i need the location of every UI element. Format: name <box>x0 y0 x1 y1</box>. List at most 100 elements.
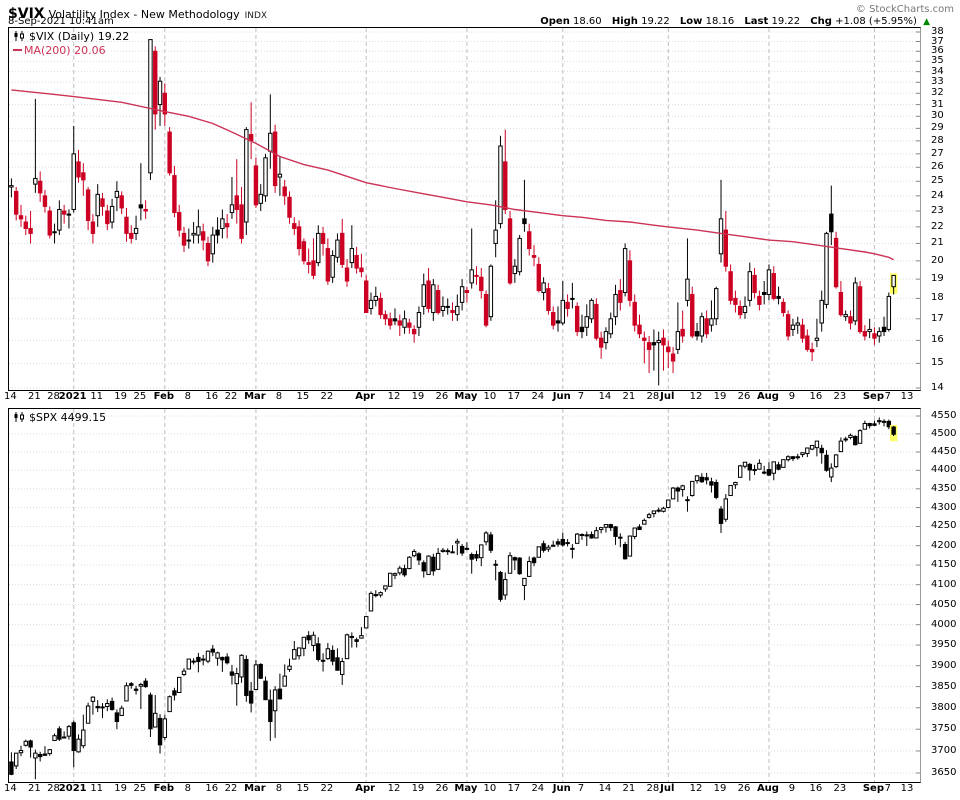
x-tick-label: 16 <box>205 783 219 794</box>
x-tick-label: 12 <box>689 783 703 794</box>
x-tick-label: 7 <box>577 391 585 402</box>
spx-legend-label: $SPX 4499.15 <box>29 411 107 424</box>
y-tick-label: 3700 <box>931 744 957 756</box>
y-tick-label: 4550 <box>931 410 957 421</box>
x-tick-label: 22 <box>224 391 238 402</box>
x-tick-label: 25 <box>133 391 147 402</box>
x-tick-label: 12 <box>387 783 401 794</box>
y-tick-label: 3750 <box>931 723 957 735</box>
x-tick-label: 2021 <box>58 391 87 402</box>
x-tick-label: 16 <box>809 783 823 794</box>
x-tick-label: 19 <box>411 783 425 794</box>
x-tick-label: Jul <box>660 391 675 402</box>
vix-date-axis: 14 21 28 2021 11 19 25 Feb 8 16 22 Mar 8 15 22 Apr 12 19 2… <box>4 391 919 405</box>
x-tick-label: 12 <box>387 391 401 402</box>
x-tick-label: 8 <box>184 391 191 402</box>
open-value: 18.60 <box>573 16 602 27</box>
x-tick-label: 28 <box>646 783 660 794</box>
y-tick-label: 4400 <box>931 464 957 476</box>
y-tick-label: 37 <box>931 35 944 47</box>
y-tick-label: 4000 <box>931 618 957 630</box>
y-tick-label: 25 <box>931 175 944 187</box>
x-tick-label: 28 <box>47 783 60 794</box>
ma200-label: MA(200) 20.06 <box>24 44 106 57</box>
ma200-legend: MA(200) 20.06 <box>13 44 106 58</box>
x-tick-label: 23 <box>833 391 847 402</box>
y-tick-label: 3800 <box>931 701 957 713</box>
x-tick-label: 12 <box>689 391 703 402</box>
y-tick-label: 36 <box>931 45 944 57</box>
x-tick-label: 11 <box>90 391 104 402</box>
x-tick-label: Mar <box>244 391 266 402</box>
y-tick-label: 17 <box>931 312 944 324</box>
x-tick-label: May <box>454 391 478 402</box>
vix-candlestick-chart <box>9 28 920 390</box>
y-tick-label: 4450 <box>931 445 957 457</box>
x-tick-label: 14 <box>4 391 17 402</box>
high-label: High <box>611 16 638 27</box>
y-tick-label: 4150 <box>931 559 957 571</box>
low-value: 18.16 <box>705 16 735 27</box>
x-tick-label: 21 <box>622 391 636 402</box>
x-tick-label: Jul <box>660 783 675 794</box>
x-tick-label: 13 <box>900 783 914 794</box>
x-tick-label: 25 <box>133 783 147 794</box>
x-tick-label: 19 <box>713 391 727 402</box>
x-tick-label: 7 <box>884 391 892 402</box>
spx-legend: $SPX 4499.15 <box>13 411 106 425</box>
x-tick-label: 8 <box>184 783 191 794</box>
x-tick-label: 10 <box>483 783 497 794</box>
page-title: Volatility Index - New Methodology <box>48 8 240 21</box>
x-tick-label: 19 <box>411 391 425 402</box>
x-tick-label: Jun <box>552 391 571 402</box>
x-tick-label: Aug <box>756 783 779 794</box>
sharpchart-icon <box>13 412 26 422</box>
x-tick-label: 16 <box>809 391 823 402</box>
x-tick-label: 28 <box>646 391 660 402</box>
spx-candlestick-chart <box>9 409 920 782</box>
x-tick-label: 23 <box>833 783 847 794</box>
vix-legend: $VIX (Daily) 19.22 <box>13 30 129 44</box>
x-tick-label: 14 <box>598 391 612 402</box>
y-tick-label: 30 <box>931 110 944 122</box>
x-tick-label: Apr <box>355 783 376 794</box>
x-tick-label: Aug <box>756 391 779 402</box>
y-tick-label: 27 <box>931 147 944 159</box>
y-tick-label: 19 <box>931 273 944 285</box>
x-tick-label: 8 <box>275 783 283 794</box>
y-tick-label: 31 <box>931 98 944 110</box>
y-tick-label: 3900 <box>931 659 957 671</box>
y-tick-label: 24 <box>931 189 944 201</box>
datetime-label: 8-Sep-2021 10:41am <box>8 16 114 27</box>
x-tick-label: 17 <box>507 783 521 794</box>
x-tick-label: 24 <box>531 391 545 402</box>
chg-value: +1.08 (+5.95%) <box>835 16 917 27</box>
y-tick-label: 21 <box>931 237 944 249</box>
spx-price-axis: 4550 4500 4450 4400 4350 4300 4250 4200 4150 4100… <box>931 408 960 781</box>
vix-legend-label: $VIX (Daily) 19.22 <box>29 30 130 43</box>
x-tick-label: 21 <box>27 783 41 794</box>
x-tick-label: 9 <box>788 783 796 794</box>
y-tick-label: 22 <box>931 220 944 232</box>
x-tick-label: 8 <box>275 391 283 402</box>
x-tick-label: Mar <box>244 783 266 794</box>
y-tick-label: 3650 <box>931 767 957 778</box>
chart-header: $VIX Volatility Index - New Methodology IN… <box>8 3 267 22</box>
x-tick-label: 19 <box>713 783 727 794</box>
y-tick-label: 4350 <box>931 482 957 494</box>
x-tick-label: Sep <box>862 391 885 402</box>
y-tick-label: 4500 <box>931 427 957 439</box>
quote-line: Open 18.60 High 19.22 Low 18.16 Last 19.… <box>533 16 930 27</box>
spx-date-axis: 14 21 28 2021 11 19 25 Feb 8 16 22 Mar 8 15 22 Apr 12 19 2… <box>4 783 919 797</box>
x-tick-label: 26 <box>435 391 449 402</box>
x-tick-label: Apr <box>355 391 376 402</box>
y-tick-label: 3850 <box>931 680 957 692</box>
y-tick-label: 14 <box>931 382 944 393</box>
y-tick-label: 23 <box>931 205 944 216</box>
x-tick-label: 22 <box>224 783 238 794</box>
low-label: Low <box>679 16 703 27</box>
y-tick-label: 4200 <box>931 539 957 551</box>
x-tick-label: Feb <box>153 783 175 794</box>
vix-price-axis: 38 37 36 35 34 33 32 31 30 29 28 27 26 25 24 23 22 21 20 19… <box>931 26 960 393</box>
x-tick-label: 13 <box>900 391 914 402</box>
